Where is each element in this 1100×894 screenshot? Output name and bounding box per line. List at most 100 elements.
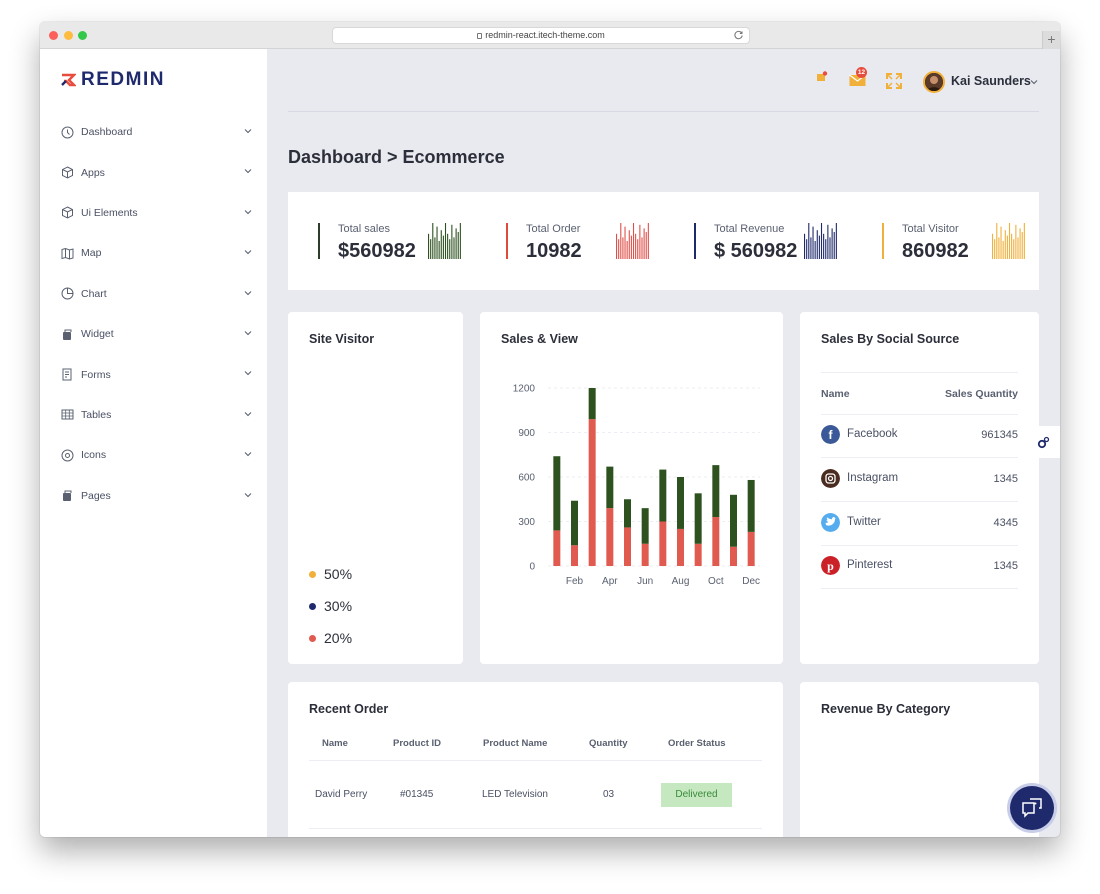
sparkline-bar — [647, 223, 649, 259]
sparkline-bar — [808, 223, 810, 259]
legend-dot — [309, 634, 316, 642]
sidebar-item-forms[interactable]: Forms — [40, 354, 267, 394]
sidebar-item-chart[interactable]: Chart — [40, 274, 267, 314]
fullscreen-icon[interactable] — [886, 73, 902, 89]
order-col-header: Order Status — [668, 738, 726, 749]
chat-button[interactable] — [1010, 786, 1054, 830]
brand-logo[interactable]: REDMIN — [61, 69, 165, 91]
sparkline-bar — [632, 223, 635, 259]
bar-segment — [677, 528, 684, 566]
sparkline-bar — [442, 235, 444, 259]
sparkline-bar — [1015, 224, 1017, 259]
sparkline-bar — [1002, 241, 1004, 259]
sparkline-bar — [835, 223, 837, 259]
bar-segment — [712, 517, 720, 566]
user-name[interactable]: Kai Saunders — [951, 74, 1031, 88]
forms-icon — [62, 368, 72, 381]
y-tick-label: 1200 — [513, 384, 536, 395]
instagram-icon — [821, 469, 840, 488]
notification-icon[interactable] — [815, 70, 829, 84]
sparkline-bar — [831, 228, 833, 259]
bar-segment — [553, 456, 561, 531]
facebook-icon: f — [821, 425, 840, 444]
legend-dot — [309, 570, 316, 578]
sidebar-item-icons[interactable]: Icons — [40, 435, 267, 475]
chevron-down-icon[interactable] — [244, 289, 252, 297]
sales-view-chart: 0 300 600 900 1200 Feb Apr Jun Aug Oct Dec — [513, 384, 760, 588]
cube-icon — [62, 206, 73, 220]
sparkline-bar — [616, 233, 618, 259]
stat-sparkline — [992, 223, 1025, 259]
sparkline-bar — [453, 237, 455, 259]
redmin-logo-mark-icon — [61, 73, 76, 87]
gear-icon — [1037, 436, 1050, 449]
sparkline-bar — [622, 237, 624, 259]
user-avatar-icon — [925, 73, 943, 91]
chevron-down-icon[interactable] — [244, 208, 252, 216]
reload-icon[interactable] — [733, 30, 744, 41]
sparkline-bar — [440, 230, 442, 259]
sparkline-bar — [639, 224, 641, 259]
twitter-icon — [821, 513, 840, 532]
social-value: 4345 — [993, 517, 1018, 529]
sparkline-bar — [814, 241, 816, 259]
chevron-down-icon[interactable] — [244, 491, 252, 499]
sidebar-item-label: Icons — [81, 449, 107, 462]
social-value: 961345 — [981, 429, 1018, 441]
table-icon — [61, 409, 74, 420]
stat-sparkline — [616, 223, 649, 259]
sidebar-item-ui-elements[interactable]: Ui Elements — [40, 193, 267, 233]
sparkline-bar — [618, 239, 620, 259]
sidebar-item-tables[interactable]: Tables — [40, 395, 267, 435]
chevron-down-icon[interactable] — [244, 167, 252, 175]
sidebar-item-pages[interactable]: Pages — [40, 476, 267, 516]
browser-window: redmin-react.itech-theme.com + REDMIN Da… — [40, 22, 1060, 837]
sidebar-item-label: Widget — [81, 328, 114, 341]
close-window-button[interactable] — [49, 31, 58, 40]
legend-value: 50% — [324, 566, 353, 582]
sidebar-item-dashboard[interactable]: Dashboard — [40, 112, 267, 152]
chevron-down-icon[interactable] — [244, 127, 252, 135]
sparkline-bar — [1004, 230, 1006, 259]
table-divider — [309, 760, 762, 761]
minimize-window-button[interactable] — [64, 31, 73, 40]
bar-segment — [694, 493, 702, 544]
chevron-down-icon[interactable] — [244, 329, 252, 337]
social-row-facebook: f Facebook 961345 — [821, 425, 1018, 445]
x-tick-label: Feb — [566, 576, 584, 587]
y-tick-label: 0 — [529, 562, 535, 573]
social-row-twitter: Twitter 4345 — [821, 513, 1018, 533]
chevron-down-icon[interactable] — [1030, 78, 1038, 86]
settings-toggle-button[interactable] — [1028, 426, 1060, 458]
chevron-down-icon[interactable] — [244, 410, 252, 418]
chevron-down-icon[interactable] — [244, 450, 252, 458]
zoom-window-button[interactable] — [78, 31, 87, 40]
stat-value: 10982 — [526, 240, 582, 262]
new-tab-button[interactable]: + — [1042, 31, 1060, 49]
bar-segment — [624, 499, 631, 528]
bar-segment — [606, 466, 614, 509]
social-value: 1345 — [993, 560, 1018, 572]
sidebar-item-label: Dashboard — [81, 126, 133, 139]
social-table-header: Name Sales Quantity — [821, 388, 1018, 400]
sidebar-item-map[interactable]: Map — [40, 233, 267, 273]
sidebar-item-apps[interactable]: Apps — [40, 152, 267, 192]
sparkline-bar — [444, 223, 447, 259]
chat-bubble-icon — [1022, 798, 1042, 818]
sparkline-bar — [820, 223, 823, 259]
avatar[interactable] — [923, 71, 945, 93]
chevron-down-icon[interactable] — [244, 248, 252, 256]
sparkline-bar — [1000, 226, 1002, 259]
divider — [821, 588, 1018, 589]
bar-segment — [730, 494, 737, 547]
address-bar[interactable]: redmin-react.itech-theme.com — [332, 27, 750, 44]
sidebar-item-label: Map — [81, 247, 102, 260]
sparkline-bar — [829, 237, 831, 259]
chevron-down-icon[interactable] — [244, 369, 252, 377]
sidebar-item-widget[interactable]: Widget — [40, 314, 267, 354]
sidebar-item-label: Forms — [81, 368, 111, 381]
sparkline-bar — [438, 241, 440, 259]
address-bar-url: redmin-react.itech-theme.com — [485, 30, 605, 40]
x-tick-label: Apr — [602, 576, 618, 587]
bar-segment — [588, 419, 596, 566]
